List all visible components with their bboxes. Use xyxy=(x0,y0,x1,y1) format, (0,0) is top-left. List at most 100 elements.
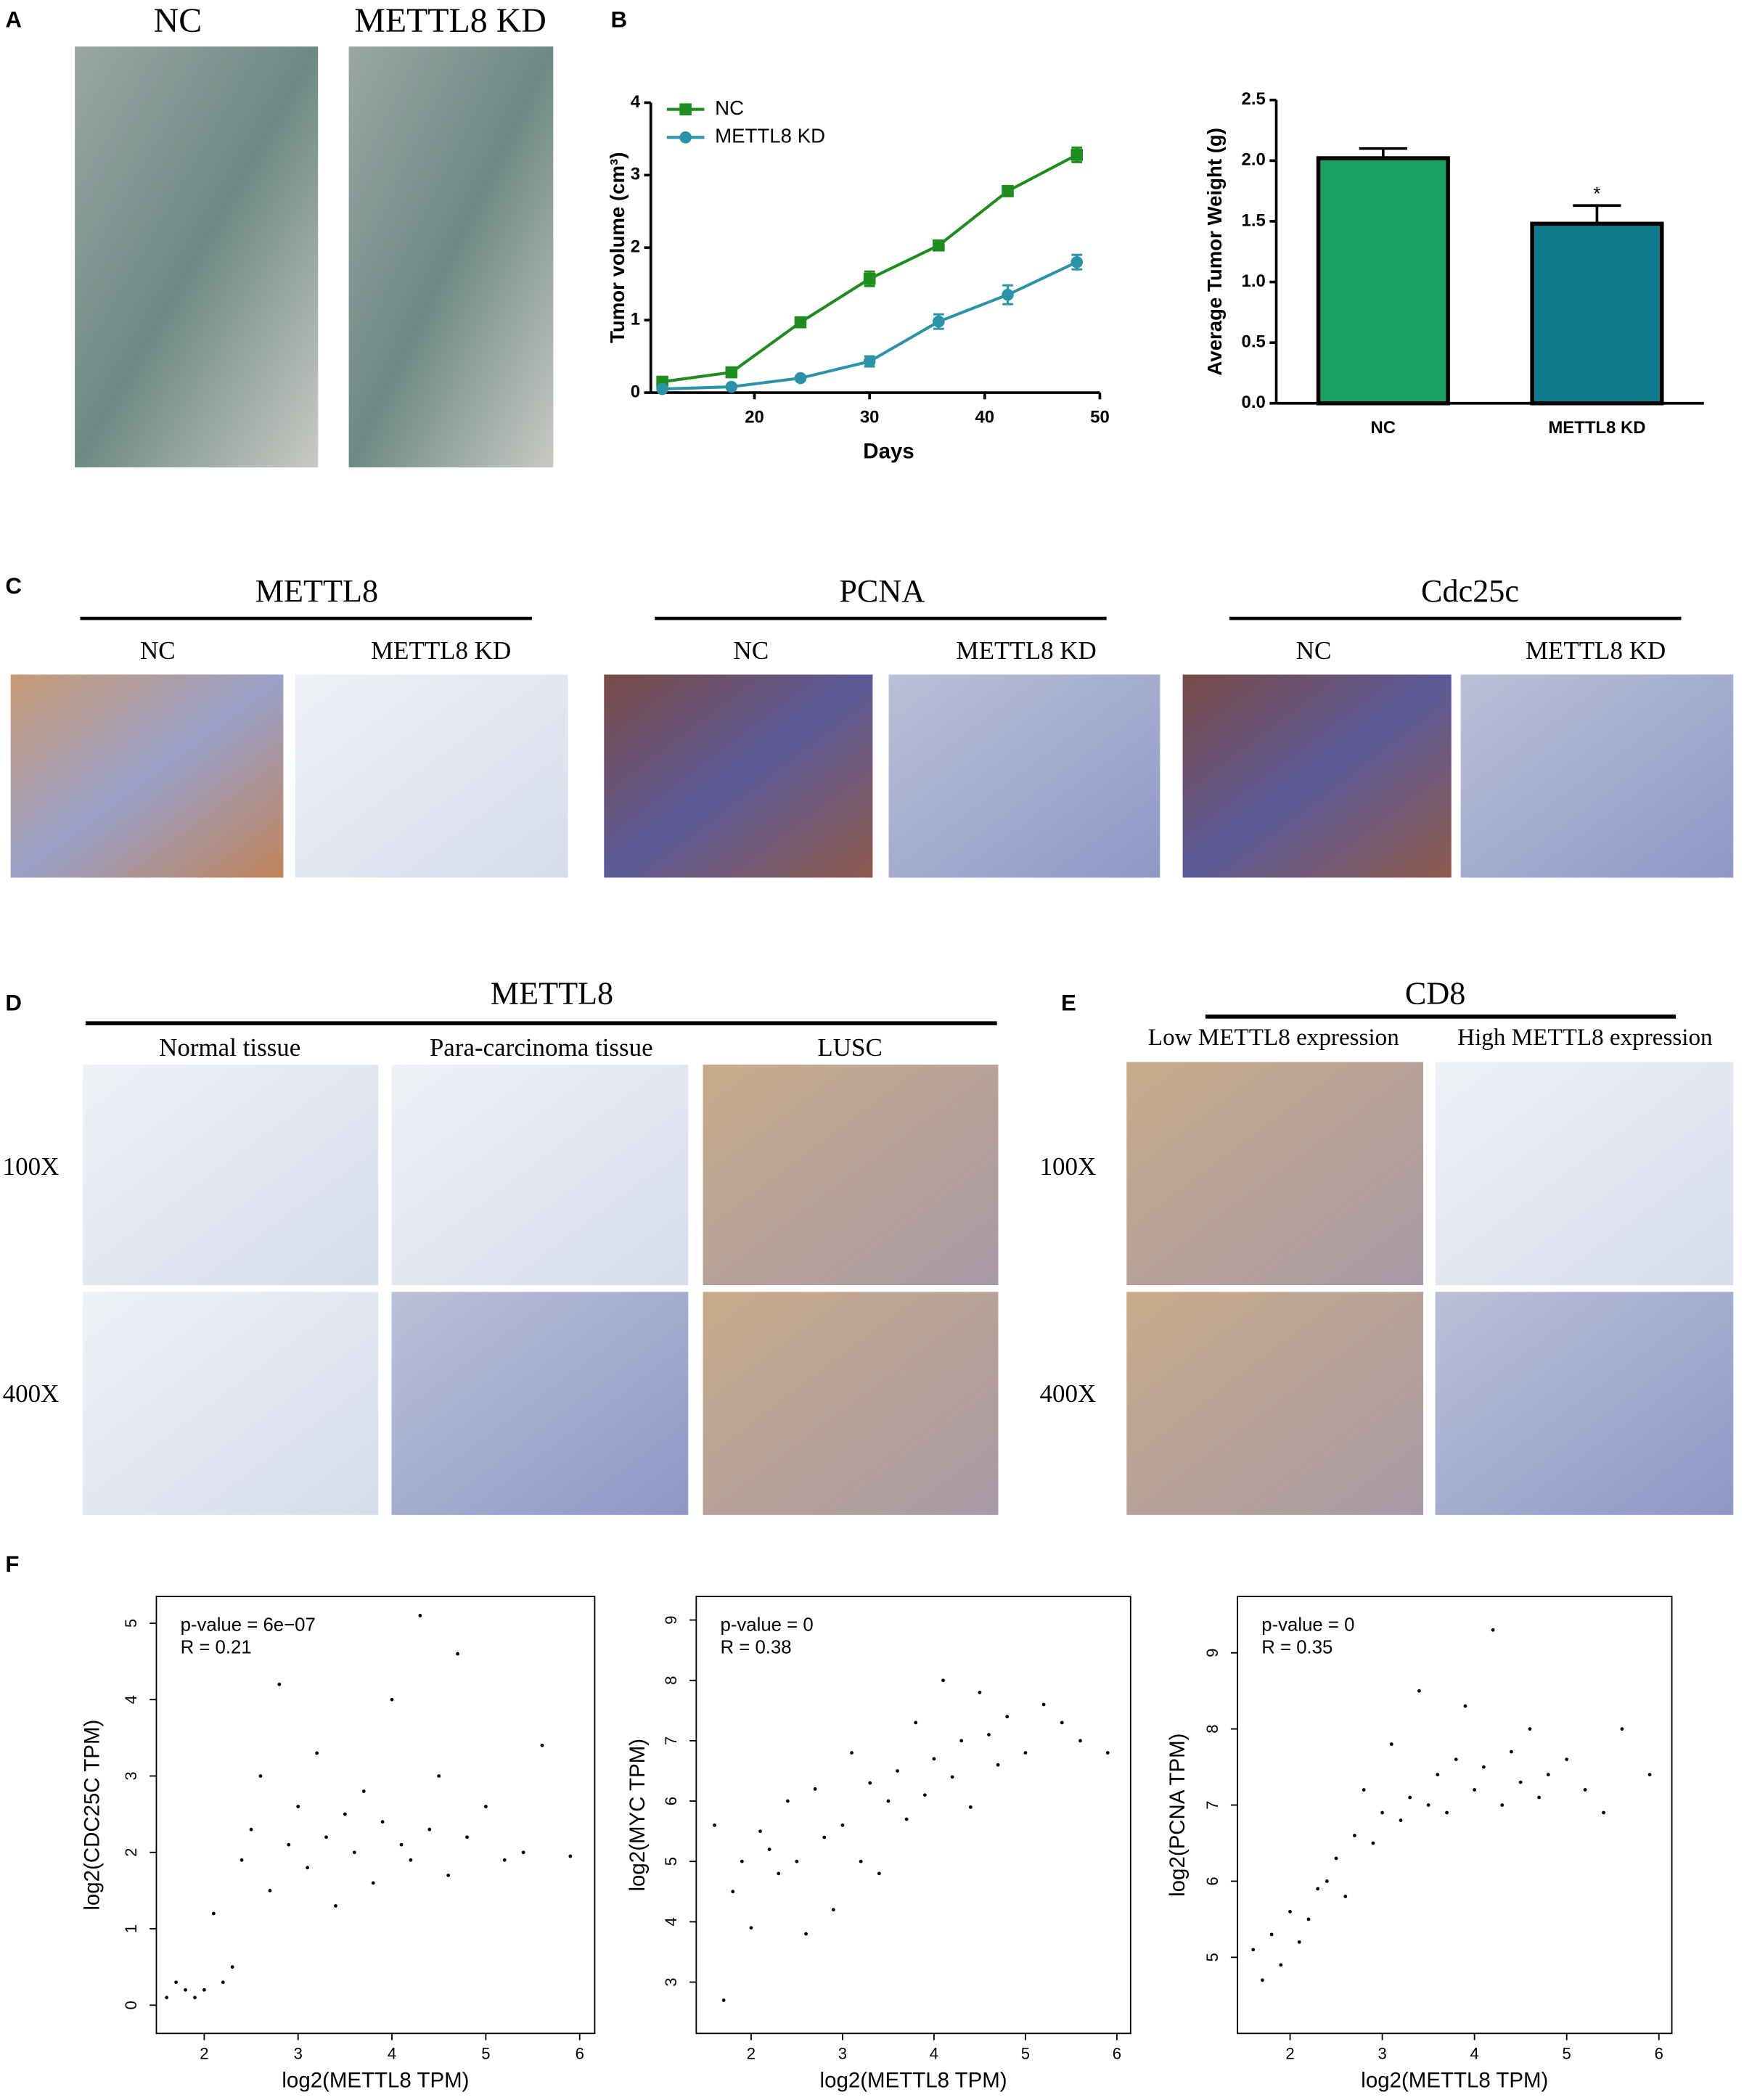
marker xyxy=(1002,185,1014,197)
panel-label: B xyxy=(611,7,628,32)
y-tick-label: 5 xyxy=(122,1619,140,1628)
point xyxy=(521,1850,525,1855)
point xyxy=(1316,1887,1320,1891)
point xyxy=(334,1904,337,1908)
point xyxy=(721,1998,726,2002)
y-tick-label: 5 xyxy=(1203,1953,1221,1961)
y-tick-label: 8 xyxy=(662,1676,680,1685)
point xyxy=(713,1823,716,1827)
point xyxy=(287,1842,291,1847)
annotation: R = 0.35 xyxy=(1261,1638,1332,1658)
point xyxy=(850,1751,853,1755)
point xyxy=(465,1835,469,1839)
marker xyxy=(1070,149,1084,161)
point xyxy=(258,1774,263,1778)
column-label: High METTL8 expression xyxy=(1457,1024,1713,1051)
bar xyxy=(1316,156,1450,406)
point xyxy=(418,1614,422,1617)
x-tick-label: 2 xyxy=(747,2045,756,2063)
y-tick-label: 9 xyxy=(662,1615,680,1624)
point xyxy=(193,1996,197,2000)
point xyxy=(427,1827,432,1832)
x-tick-label: 6 xyxy=(1113,2045,1121,2063)
point xyxy=(914,1720,918,1725)
marker xyxy=(933,315,945,328)
group-label: METTL8 KD xyxy=(957,636,1097,665)
y-tick-label: 2.5 xyxy=(1242,89,1266,109)
point xyxy=(1362,1788,1366,1792)
point xyxy=(1500,1803,1504,1807)
point xyxy=(1306,1917,1311,1921)
point xyxy=(859,1859,863,1863)
ihc-image xyxy=(391,1292,689,1515)
y-tick-label: 6 xyxy=(662,1797,680,1805)
point xyxy=(1325,1879,1329,1883)
point xyxy=(1528,1727,1532,1731)
y-axis-label: log2(PCNA TPM) xyxy=(1166,1734,1190,1897)
point xyxy=(343,1812,347,1816)
mouse-photo xyxy=(348,46,554,468)
point xyxy=(277,1682,282,1686)
column-label: Low METTL8 expression xyxy=(1148,1024,1399,1051)
row-label: 400X xyxy=(3,1379,60,1408)
point xyxy=(1380,1810,1384,1815)
legend-marker xyxy=(679,103,692,115)
y-tick-label: 3 xyxy=(631,165,640,184)
point xyxy=(740,1859,744,1863)
point xyxy=(968,1805,973,1809)
y-tick-label: 8 xyxy=(1203,1725,1221,1734)
point xyxy=(184,1988,187,1992)
x-axis-label: log2(METTL8 TPM) xyxy=(820,2068,1007,2092)
y-axis-label: Tumor volume (cm³) xyxy=(606,152,629,343)
x-axis-label: Days xyxy=(863,440,914,464)
point xyxy=(1371,1841,1375,1845)
point xyxy=(731,1890,735,1894)
legend-marker xyxy=(679,131,692,144)
point xyxy=(1481,1765,1486,1769)
ihc-image xyxy=(604,674,873,878)
ihc-image xyxy=(295,674,568,878)
point xyxy=(1023,1751,1028,1755)
x-tick-label: 40 xyxy=(975,407,995,427)
point xyxy=(795,1859,799,1863)
point xyxy=(922,1793,927,1797)
y-tick-label: 4 xyxy=(631,92,641,112)
point xyxy=(1565,1757,1569,1762)
ihc-image xyxy=(83,1292,379,1515)
annotation: * xyxy=(1593,184,1600,204)
x-tick-label: 3 xyxy=(838,2045,847,2063)
point xyxy=(1583,1788,1587,1792)
point xyxy=(361,1789,366,1793)
y-tick-label: 4 xyxy=(122,1695,140,1704)
ihc-image xyxy=(1126,1292,1424,1515)
point xyxy=(446,1873,451,1877)
ihc-image xyxy=(1126,1062,1424,1286)
point xyxy=(352,1850,356,1855)
point xyxy=(1454,1757,1458,1762)
point xyxy=(211,1911,216,1916)
ihc-image xyxy=(888,674,1160,878)
y-tick-label: 0 xyxy=(122,2001,140,2009)
point xyxy=(390,1697,394,1702)
point xyxy=(831,1908,835,1912)
x-tick-label: 20 xyxy=(745,407,764,427)
point xyxy=(840,1823,845,1827)
stain-title: METTL8 xyxy=(491,975,613,1011)
group-label: NC xyxy=(734,636,769,665)
point xyxy=(1060,1720,1064,1725)
point xyxy=(1408,1795,1412,1800)
panel-label: C xyxy=(5,573,22,599)
stain-title: Cdc25c xyxy=(1421,573,1519,609)
point xyxy=(904,1817,909,1821)
y-tick-label: 4 xyxy=(662,1917,680,1926)
y-tick-label: 0.0 xyxy=(1242,393,1266,412)
y-tick-label: 2 xyxy=(122,1848,140,1857)
group-label: NC xyxy=(140,636,176,665)
point xyxy=(767,1847,771,1851)
row-label: 400X xyxy=(1040,1379,1097,1408)
y-tick-label: 5 xyxy=(662,1857,680,1866)
point xyxy=(758,1829,762,1834)
point xyxy=(1620,1727,1624,1731)
point xyxy=(1463,1704,1467,1708)
plot-frame xyxy=(155,1596,596,2035)
